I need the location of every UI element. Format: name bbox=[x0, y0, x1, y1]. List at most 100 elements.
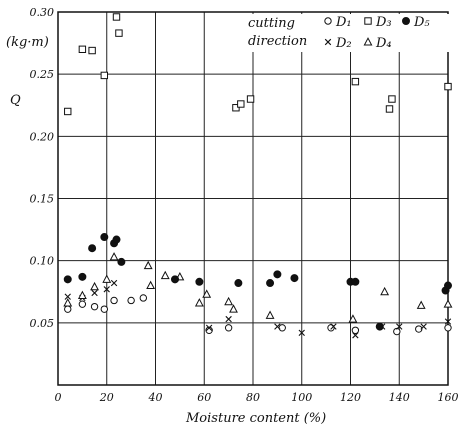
data-point-series-1 bbox=[224, 324, 233, 332]
data-point-series-1 bbox=[100, 305, 109, 313]
data-point-series-3 bbox=[100, 71, 109, 80]
data-point-series-4 bbox=[63, 298, 73, 307]
data-point-series-3 bbox=[64, 107, 72, 116]
x-tick-label: 160 bbox=[438, 391, 459, 404]
x-tick-label: 120 bbox=[340, 391, 361, 404]
data-point-series-2 bbox=[64, 293, 71, 300]
data-point-series-4 bbox=[348, 314, 358, 323]
data-point-series-2 bbox=[396, 323, 403, 330]
data-point-series-3 bbox=[112, 13, 121, 21]
data-point-series-4 bbox=[416, 300, 426, 309]
data-point-series-3 bbox=[237, 100, 245, 108]
y-tick-label: 0.10 bbox=[30, 255, 55, 268]
data-point-series-2 bbox=[298, 329, 305, 336]
data-point-series-2 bbox=[91, 289, 98, 297]
data-point-series-4 bbox=[90, 281, 99, 291]
data-point-series-2 bbox=[444, 318, 452, 325]
data-point-series-1 bbox=[78, 300, 87, 308]
data-point-series-4 bbox=[109, 252, 119, 261]
data-point-series-4 bbox=[143, 260, 153, 270]
data-point-series-5 bbox=[78, 272, 87, 281]
axis-ticks: 0 20 40 60 80 100 120 140 160 0.05 0.10 0.15 0.20 0.2… bbox=[30, 6, 459, 404]
data-point-series-1 bbox=[278, 324, 286, 332]
data-point-series-1 bbox=[444, 324, 452, 332]
data-point-series-5 bbox=[351, 277, 360, 286]
data-point-series-5 bbox=[100, 233, 109, 242]
data-point-series-1 bbox=[139, 294, 148, 302]
grid-lines bbox=[58, 12, 448, 385]
data-point-series-5 bbox=[195, 277, 204, 286]
legend-title-line1: cutting bbox=[248, 16, 295, 31]
legend-marker bbox=[363, 37, 373, 46]
data-point-series-4 bbox=[229, 304, 238, 313]
x-tick-label: 100 bbox=[291, 391, 312, 404]
x-tick-label: 0 bbox=[55, 391, 62, 404]
data-point-series-4 bbox=[77, 290, 87, 299]
data-point-series-4 bbox=[160, 270, 170, 280]
data-point-series-5 bbox=[171, 275, 179, 284]
x-axis-label: Moisture content (%) bbox=[185, 411, 326, 426]
data-point-series-2 bbox=[352, 332, 359, 339]
legend-marker bbox=[324, 17, 332, 25]
data-point-series-5 bbox=[375, 322, 384, 331]
legend: cutting direction D₁ D₂ D₃ D₄ D₅ bbox=[244, 14, 450, 52]
data-point-series-2 bbox=[103, 286, 110, 293]
data-point-series-3 bbox=[385, 105, 394, 113]
data-point-series-2 bbox=[330, 323, 337, 330]
data-point-series-5 bbox=[117, 257, 126, 266]
data-point-series-3 bbox=[115, 29, 123, 37]
data-point-series-5 bbox=[234, 279, 243, 288]
data-point-series-5 bbox=[112, 235, 121, 244]
x-tick-label: 80 bbox=[246, 391, 260, 404]
data-point-series-5 bbox=[290, 274, 299, 283]
data-point-series-4 bbox=[102, 274, 112, 283]
y-tick-label: 0.20 bbox=[30, 130, 55, 143]
y-axis-label: Q bbox=[10, 93, 21, 108]
data-point-series-1 bbox=[127, 296, 135, 305]
x-tick-label: 60 bbox=[197, 391, 211, 404]
plot-frame bbox=[57, 11, 449, 386]
data-point-series-3 bbox=[388, 95, 396, 103]
data-point-series-5 bbox=[444, 281, 452, 290]
x-tick-label: 140 bbox=[389, 391, 410, 404]
data-point-series-2 bbox=[205, 324, 213, 331]
legend-entry-label: D₄ bbox=[375, 36, 392, 51]
legend-entry-label: D₃ bbox=[375, 15, 392, 30]
data-point-series-2 bbox=[274, 323, 281, 330]
data-point-series-4 bbox=[224, 296, 234, 306]
data-point-series-4 bbox=[443, 299, 453, 308]
legend-entry-label: D₁ bbox=[335, 15, 352, 30]
data-point-series-5 bbox=[88, 244, 97, 253]
legend-title-line2: direction bbox=[248, 34, 307, 49]
data-point-series-3 bbox=[351, 77, 360, 86]
data-point-series-1 bbox=[64, 305, 72, 313]
data-point-series-3 bbox=[88, 46, 96, 55]
y-axis-unit: (kg·m) bbox=[6, 35, 49, 50]
legend-marker bbox=[324, 38, 332, 46]
data-point-series-4 bbox=[194, 298, 204, 307]
x-tick-label: 20 bbox=[99, 391, 114, 404]
legend-entry-label: D₂ bbox=[335, 36, 352, 51]
y-tick-label: 0.25 bbox=[30, 68, 55, 81]
data-point-series-2 bbox=[420, 323, 427, 330]
data-point-series-1 bbox=[327, 324, 335, 332]
data-point-series-1 bbox=[110, 296, 118, 305]
legend-background bbox=[244, 14, 450, 52]
data-point-series-5 bbox=[63, 275, 72, 284]
data-point-series-4 bbox=[202, 289, 212, 298]
y-tick-label: 0.15 bbox=[30, 193, 55, 206]
data-point-series-2 bbox=[225, 315, 232, 323]
data-point-series-3 bbox=[246, 95, 255, 103]
data-point-series-5 bbox=[266, 279, 275, 288]
data-point-series-3 bbox=[78, 45, 87, 53]
y-tick-label: 0.05 bbox=[30, 317, 55, 330]
data-point-series-4 bbox=[380, 286, 390, 296]
data-point-series-5 bbox=[273, 270, 282, 279]
data-point-series-4 bbox=[146, 280, 156, 290]
legend-marker bbox=[364, 17, 372, 25]
data-point-series-1 bbox=[90, 302, 99, 311]
data-points bbox=[63, 13, 453, 339]
legend-marker bbox=[402, 17, 410, 25]
legend-entry-label: D₅ bbox=[413, 15, 430, 30]
